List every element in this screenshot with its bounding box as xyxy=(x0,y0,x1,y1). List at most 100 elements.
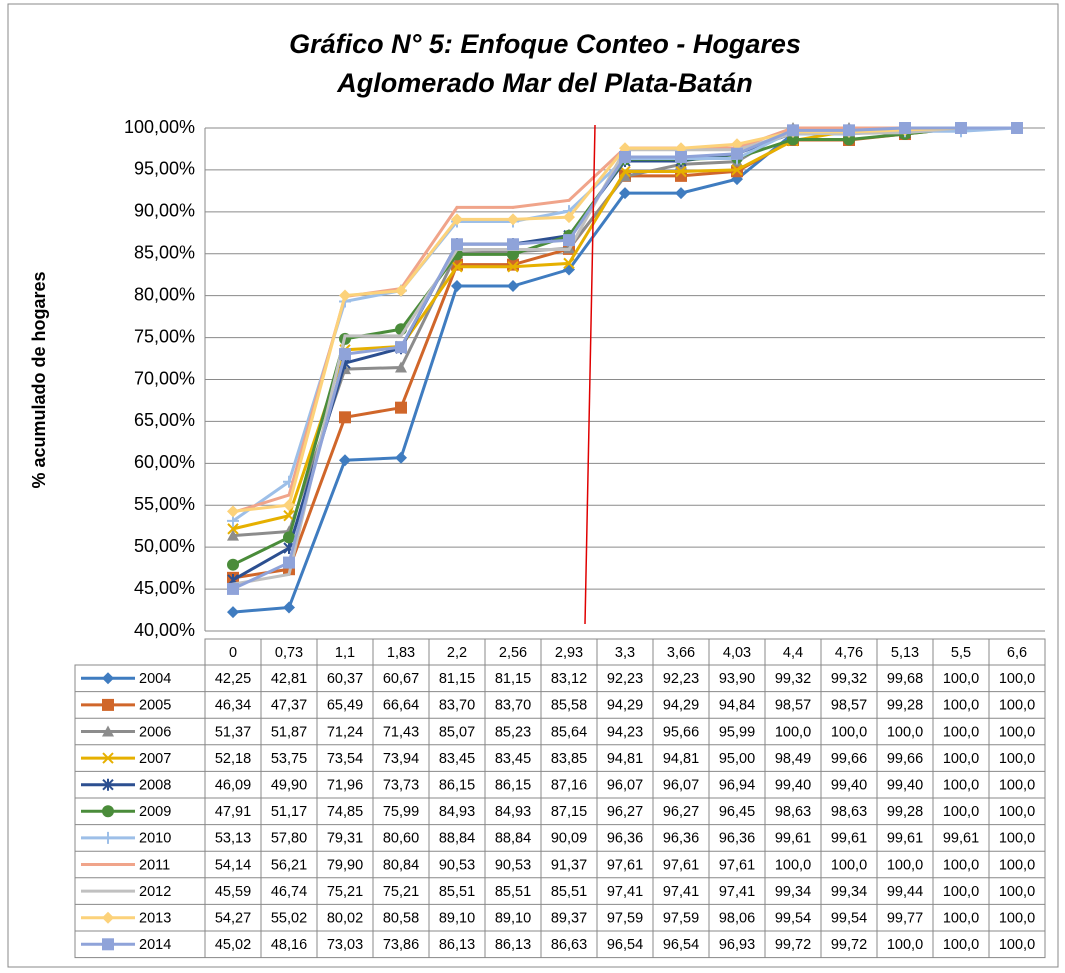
marker xyxy=(395,341,407,354)
marker xyxy=(339,454,351,467)
table-cell: 96,54 xyxy=(607,937,643,953)
x-tick-label: 5,13 xyxy=(891,645,919,661)
y-tick-label: 45,00% xyxy=(134,578,195,598)
x-tick-label: 4,76 xyxy=(835,645,863,661)
table-cell: 53,13 xyxy=(215,831,251,847)
table-cell: 85,51 xyxy=(551,884,587,900)
table-cell: 99,77 xyxy=(887,911,923,927)
table-cell: 66,64 xyxy=(383,698,419,714)
table-cell: 99,61 xyxy=(887,831,923,847)
table-cell: 80,02 xyxy=(327,911,363,927)
table-cell: 97,61 xyxy=(607,857,643,873)
x-tick-label: 0 xyxy=(229,645,237,661)
table-cell: 97,61 xyxy=(719,857,755,873)
table-cell: 60,37 xyxy=(327,671,363,687)
table-cell: 84,93 xyxy=(439,804,475,820)
table-cell: 48,16 xyxy=(271,937,307,953)
table-cell: 99,61 xyxy=(775,831,811,847)
table-cell: 73,73 xyxy=(383,778,419,794)
table-cell: 93,90 xyxy=(719,671,755,687)
table-cell: 96,93 xyxy=(719,937,755,953)
x-tick-label: 2,2 xyxy=(447,645,467,661)
legend-label: 2005 xyxy=(139,698,171,714)
table-cell: 97,41 xyxy=(607,884,643,900)
x-tick-label: 1,83 xyxy=(387,645,415,661)
marker xyxy=(731,147,743,160)
table-cell: 80,84 xyxy=(383,857,419,873)
marker xyxy=(227,529,239,541)
table-cell: 83,45 xyxy=(495,751,531,767)
marker xyxy=(511,205,515,209)
table-cell: 74,85 xyxy=(327,804,363,820)
table-cell: 99,72 xyxy=(775,937,811,953)
table-cell: 99,28 xyxy=(887,698,923,714)
marker xyxy=(731,164,743,176)
table-cell: 96,27 xyxy=(663,804,699,820)
legend-marker xyxy=(102,725,114,737)
x-tick-label: 0,73 xyxy=(275,645,303,661)
table-cell: 83,12 xyxy=(551,671,587,687)
y-tick-label: 40,00% xyxy=(134,620,195,640)
x-tick-label: 3,66 xyxy=(667,645,695,661)
legend-label: 2004 xyxy=(139,671,171,687)
table-cell: 96,27 xyxy=(607,804,643,820)
marker xyxy=(339,411,351,424)
table-cell: 79,31 xyxy=(327,831,363,847)
x-tick-label: 6,6 xyxy=(1007,645,1027,661)
table-cell: 85,58 xyxy=(551,698,587,714)
table-cell: 45,02 xyxy=(215,937,251,953)
table-cell: 98,49 xyxy=(775,751,811,767)
table-cell: 100,0 xyxy=(999,778,1035,794)
table-cell: 98,63 xyxy=(775,804,811,820)
marker xyxy=(843,133,855,146)
table-cell: 52,18 xyxy=(215,751,251,767)
table-cell: 87,15 xyxy=(551,804,587,820)
table-cell: 100,0 xyxy=(999,857,1035,873)
table-cell: 100,0 xyxy=(999,698,1035,714)
legend-marker xyxy=(102,831,114,844)
table-cell: 95,66 xyxy=(663,724,699,740)
y-tick-label: 75,00% xyxy=(134,326,195,346)
table-cell: 42,25 xyxy=(215,671,251,687)
x-tick-label: 2,56 xyxy=(499,645,527,661)
table-cell: 73,86 xyxy=(383,937,419,953)
marker xyxy=(395,401,407,414)
table-cell: 73,03 xyxy=(327,937,363,953)
legend-label: 2008 xyxy=(139,778,171,794)
y-tick-label: 50,00% xyxy=(134,536,195,556)
x-tick-label: 1,1 xyxy=(335,645,355,661)
marker xyxy=(227,523,239,535)
table-cell: 89,37 xyxy=(551,911,587,927)
table-cell: 85,23 xyxy=(495,724,531,740)
y-tick-label: 100,00% xyxy=(124,117,195,137)
table-cell: 99,68 xyxy=(887,671,923,687)
marker xyxy=(787,124,799,137)
marker xyxy=(451,238,463,251)
marker xyxy=(567,247,571,251)
table-cell: 100,0 xyxy=(943,778,979,794)
table-cell: 98,57 xyxy=(831,698,867,714)
table-cell: 100,0 xyxy=(943,884,979,900)
table-cell: 97,41 xyxy=(663,884,699,900)
table-cell: 84,93 xyxy=(495,804,531,820)
legend-label: 2010 xyxy=(139,831,171,847)
marker xyxy=(675,151,687,164)
marker xyxy=(563,257,575,270)
table-cell: 99,72 xyxy=(831,937,867,953)
marker xyxy=(283,499,295,512)
table-cell: 91,37 xyxy=(551,857,587,873)
table-cell: 54,14 xyxy=(215,857,251,873)
x-tick-label: 2,93 xyxy=(555,645,583,661)
marker xyxy=(339,348,351,361)
table-cell: 46,09 xyxy=(215,778,251,794)
y-tick-label: 95,00% xyxy=(134,159,195,179)
legend-label: 2013 xyxy=(139,911,171,927)
table-cell: 96,36 xyxy=(607,831,643,847)
marker xyxy=(451,280,463,293)
marker xyxy=(899,122,911,134)
table-cell: 46,74 xyxy=(271,884,307,900)
table-cell: 99,40 xyxy=(775,778,811,794)
y-tick-label: 80,00% xyxy=(134,284,195,304)
table-cell: 86,15 xyxy=(439,778,475,794)
table-cell: 100,0 xyxy=(831,857,867,873)
